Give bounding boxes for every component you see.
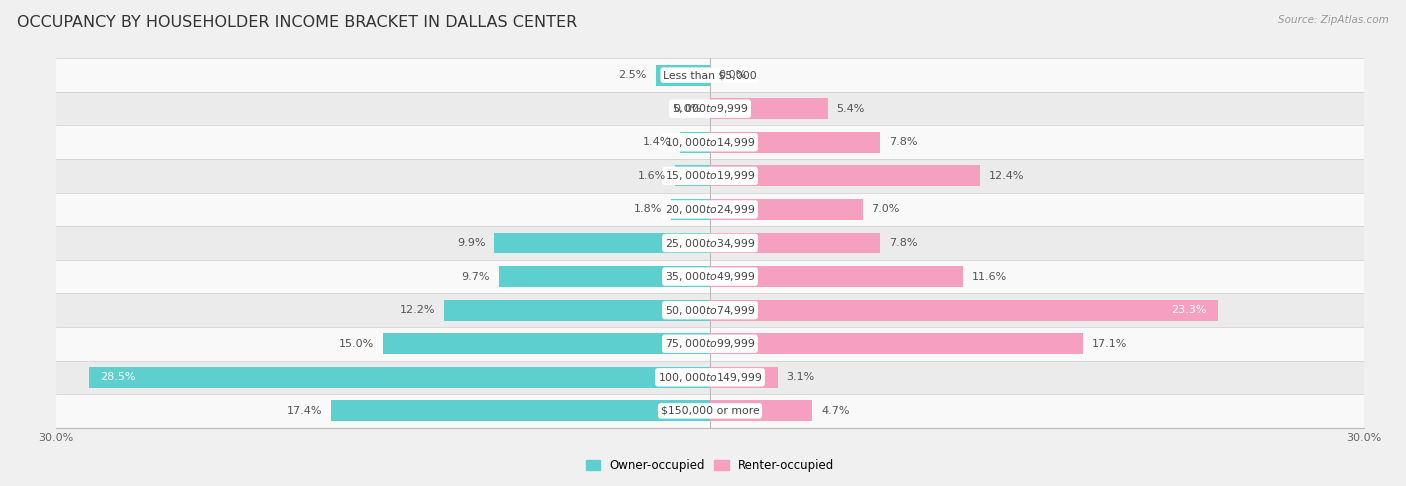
Text: $5,000 to $9,999: $5,000 to $9,999 <box>672 102 748 115</box>
Text: 1.4%: 1.4% <box>643 137 671 147</box>
Text: $35,000 to $49,999: $35,000 to $49,999 <box>665 270 755 283</box>
Text: 28.5%: 28.5% <box>100 372 135 382</box>
Bar <box>56 226 1364 260</box>
Bar <box>710 199 862 220</box>
Text: 1.8%: 1.8% <box>634 205 662 214</box>
Bar <box>655 65 710 86</box>
Bar <box>56 327 1364 361</box>
Bar <box>444 300 710 321</box>
Text: 2.5%: 2.5% <box>619 70 647 80</box>
Text: 17.1%: 17.1% <box>1091 339 1126 349</box>
Text: 12.4%: 12.4% <box>988 171 1025 181</box>
Bar <box>675 165 710 186</box>
Bar <box>671 199 710 220</box>
Bar <box>679 132 710 153</box>
Bar <box>56 294 1364 327</box>
Bar <box>56 92 1364 125</box>
Text: 7.0%: 7.0% <box>872 205 900 214</box>
Bar <box>56 192 1364 226</box>
Bar <box>330 400 710 421</box>
Bar <box>710 266 963 287</box>
Bar <box>710 367 778 388</box>
Bar <box>710 98 828 119</box>
Text: 5.4%: 5.4% <box>837 104 865 114</box>
Text: $150,000 or more: $150,000 or more <box>661 406 759 416</box>
Bar <box>495 233 710 253</box>
Bar <box>382 333 710 354</box>
Text: Less than $5,000: Less than $5,000 <box>664 70 756 80</box>
Text: $20,000 to $24,999: $20,000 to $24,999 <box>665 203 755 216</box>
Text: 11.6%: 11.6% <box>972 272 1007 281</box>
Bar <box>56 394 1364 428</box>
Text: Source: ZipAtlas.com: Source: ZipAtlas.com <box>1278 15 1389 25</box>
Text: $25,000 to $34,999: $25,000 to $34,999 <box>665 237 755 249</box>
Text: 7.8%: 7.8% <box>889 238 917 248</box>
Text: $15,000 to $19,999: $15,000 to $19,999 <box>665 169 755 182</box>
Bar <box>89 367 710 388</box>
Bar <box>710 165 980 186</box>
Bar <box>710 400 813 421</box>
Legend: Owner-occupied, Renter-occupied: Owner-occupied, Renter-occupied <box>581 455 839 477</box>
Bar <box>710 132 880 153</box>
Text: 15.0%: 15.0% <box>339 339 374 349</box>
Text: 9.7%: 9.7% <box>461 272 489 281</box>
Text: $10,000 to $14,999: $10,000 to $14,999 <box>665 136 755 149</box>
Bar <box>710 300 1218 321</box>
Bar <box>56 159 1364 192</box>
Bar <box>56 58 1364 92</box>
Text: 4.7%: 4.7% <box>821 406 849 416</box>
Bar <box>56 361 1364 394</box>
Bar <box>56 260 1364 294</box>
Text: $75,000 to $99,999: $75,000 to $99,999 <box>665 337 755 350</box>
Text: 0.0%: 0.0% <box>673 104 702 114</box>
Text: $100,000 to $149,999: $100,000 to $149,999 <box>658 371 762 384</box>
Text: 0.0%: 0.0% <box>718 70 747 80</box>
Text: 23.3%: 23.3% <box>1171 305 1206 315</box>
Text: $50,000 to $74,999: $50,000 to $74,999 <box>665 304 755 317</box>
Text: 9.9%: 9.9% <box>457 238 485 248</box>
Bar <box>56 125 1364 159</box>
Text: 1.6%: 1.6% <box>638 171 666 181</box>
Text: 3.1%: 3.1% <box>786 372 814 382</box>
Text: 12.2%: 12.2% <box>399 305 436 315</box>
Bar <box>710 233 880 253</box>
Bar <box>710 333 1083 354</box>
Text: 7.8%: 7.8% <box>889 137 917 147</box>
Text: OCCUPANCY BY HOUSEHOLDER INCOME BRACKET IN DALLAS CENTER: OCCUPANCY BY HOUSEHOLDER INCOME BRACKET … <box>17 15 576 30</box>
Text: 17.4%: 17.4% <box>287 406 322 416</box>
Bar <box>499 266 710 287</box>
